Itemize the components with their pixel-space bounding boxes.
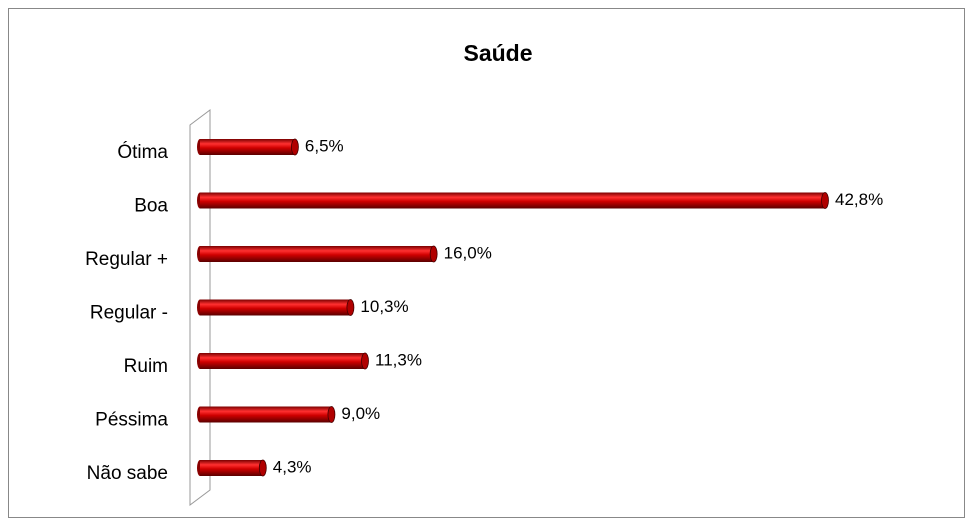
bar-cap bbox=[361, 352, 369, 370]
bar bbox=[200, 460, 263, 476]
value-label: 10,3% bbox=[360, 297, 408, 316]
chart-title: Saúde bbox=[463, 40, 532, 66]
bar-cap bbox=[258, 459, 267, 477]
bar bbox=[200, 192, 825, 209]
bar bbox=[200, 139, 295, 155]
bar-cap bbox=[821, 192, 829, 209]
bar-cap bbox=[327, 406, 336, 423]
y-tick-label: Regular + bbox=[85, 249, 168, 270]
bar-cap bbox=[291, 138, 299, 156]
value-label: 11,3% bbox=[375, 350, 422, 369]
value-label: 6,5% bbox=[305, 136, 344, 155]
y-tick-label: Boa bbox=[134, 196, 168, 217]
value-label: 9,0% bbox=[341, 404, 380, 423]
value-label: 16,0% bbox=[444, 243, 492, 262]
y-tick-label: Péssima bbox=[95, 410, 168, 431]
bar bbox=[200, 299, 351, 316]
bar bbox=[200, 353, 366, 369]
y-tick-label: Ótima bbox=[117, 141, 168, 163]
bar-cap bbox=[429, 245, 438, 263]
y-tick-label: Não sabe bbox=[87, 463, 168, 484]
value-label: 4,3% bbox=[273, 457, 312, 476]
y-tick-label: Ruim bbox=[124, 356, 168, 377]
bar bbox=[200, 246, 434, 262]
bar-cap bbox=[346, 299, 355, 316]
chart-frame bbox=[8, 8, 965, 518]
value-label: 42,8% bbox=[835, 190, 883, 209]
bar bbox=[200, 406, 332, 423]
y-tick-label: Regular - bbox=[90, 303, 168, 324]
